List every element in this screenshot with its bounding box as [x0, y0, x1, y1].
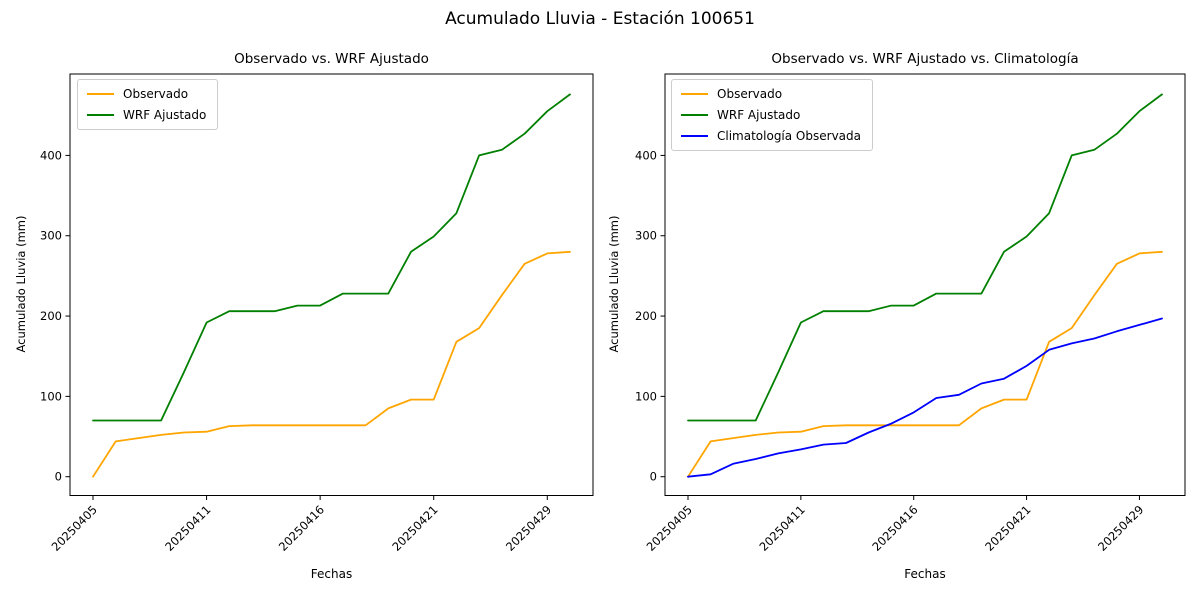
- x-tick-label-right: 20250411: [757, 503, 808, 554]
- y-axis-label-left: Acumulado Lluvia (mm): [14, 215, 28, 353]
- legend-entry: Observado: [681, 87, 861, 101]
- legend-entry: Climatología Observada: [681, 129, 861, 143]
- legend-label: WRF Ajustado: [717, 108, 801, 122]
- y-tick-label-right: 0: [650, 470, 657, 484]
- series-line-wrf-ajustado: [687, 93, 1163, 422]
- y-tick-label-left: 0: [55, 470, 62, 484]
- axes-frame-right: [664, 73, 1186, 496]
- x-tick-label-right: 20250416: [869, 503, 920, 554]
- subplot-left-title: Observado vs. WRF Ajustado: [234, 51, 429, 67]
- legend-line-swatch: [87, 114, 114, 116]
- x-tick-label-right: 20250421: [982, 503, 1033, 554]
- subplot-right-title: Observado vs. WRF Ajustado vs. Climatolo…: [771, 51, 1079, 67]
- x-tick-label-left: 20250416: [276, 503, 327, 554]
- x-tick-label-left: 20250411: [162, 503, 213, 554]
- y-tick-label-left: 100: [40, 389, 62, 403]
- legend-line-swatch: [87, 93, 114, 95]
- y-tick-label-right: 200: [635, 309, 657, 323]
- legend-entry: WRF Ajustado: [681, 108, 861, 122]
- x-tick-label-left: 20250429: [503, 503, 554, 554]
- x-axis-label-left: Fechas: [310, 567, 353, 581]
- series-line-observado: [687, 250, 1163, 478]
- legend-entry: WRF Ajustado: [87, 108, 206, 122]
- y-tick-label-right: 400: [635, 148, 657, 162]
- legend-label: WRF Ajustado: [123, 108, 207, 122]
- y-tick-label-left: 300: [40, 229, 62, 243]
- figure-title: Acumulado Lluvia - Estación 100651: [445, 9, 755, 29]
- legend-line-swatch: [681, 135, 708, 137]
- x-tick-label-left: 20250421: [389, 503, 440, 554]
- legend-left: Observado WRF Ajustado: [77, 79, 219, 130]
- legend-label: Observado: [123, 87, 189, 101]
- x-tick-label-right: 20250429: [1095, 503, 1146, 554]
- legend-right: Observado WRF Ajustado Climatología Observ…: [671, 79, 873, 151]
- x-tick-label-left: 20250405: [49, 503, 100, 554]
- x-axis-label-right: Fechas: [904, 567, 946, 581]
- legend-label: Observado: [717, 87, 783, 101]
- series-line-observado: [92, 250, 571, 478]
- y-tick-label-left: 400: [40, 148, 62, 162]
- axes-frame-left: [69, 73, 594, 496]
- y-tick-label-right: 300: [635, 229, 657, 243]
- legend-label: Climatología Observada: [717, 129, 861, 143]
- y-tick-label-left: 200: [40, 309, 62, 323]
- y-tick-label-right: 100: [635, 389, 657, 403]
- series-line-climatolog-a-observada: [687, 317, 1163, 478]
- series-line-wrf-ajustado: [92, 93, 571, 422]
- x-tick-label-right: 20250405: [644, 503, 695, 554]
- legend-entry: Observado: [87, 87, 206, 101]
- legend-line-swatch: [681, 114, 708, 116]
- y-axis-label-right: Acumulado Lluvia (mm): [607, 215, 621, 353]
- legend-line-swatch: [681, 93, 708, 95]
